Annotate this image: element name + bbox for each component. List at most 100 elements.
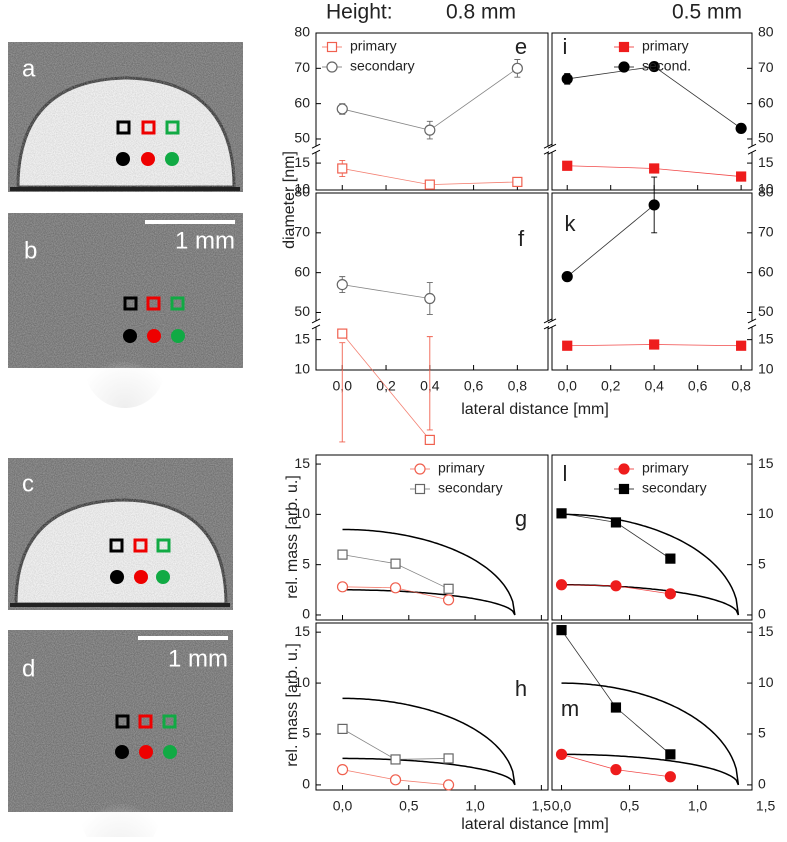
axis-break-mark	[547, 149, 557, 155]
legend-marker	[618, 463, 630, 475]
point	[337, 549, 348, 560]
point	[424, 434, 435, 446]
y-tick-label: 15	[758, 154, 774, 170]
scale-bar-label: 1 mm	[168, 645, 228, 672]
model-curve	[561, 753, 740, 786]
point	[511, 62, 523, 74]
panel-label: k	[565, 211, 577, 236]
legend-label: second.	[642, 58, 691, 74]
y-tick-label: 10	[758, 505, 774, 521]
x-tick-label: 0,8	[508, 378, 528, 394]
x-tick-label: 1,5	[756, 798, 776, 814]
y-tick-label: 60	[294, 263, 310, 279]
point	[664, 771, 676, 783]
series-line	[566, 204, 655, 277]
y-tick-label: 15	[758, 455, 774, 471]
axis-break-mark	[311, 149, 321, 155]
y-tick-label: 5	[758, 725, 766, 741]
plot-frame	[315, 622, 549, 791]
image-label: c	[22, 470, 34, 497]
axis-break-mark	[747, 149, 757, 155]
y-axis-label: rel. mass [arb. u.]	[284, 475, 301, 599]
x-axis-label: lateral distance [mm]	[461, 816, 609, 833]
x-tick-label: 0,5	[399, 798, 419, 814]
model-curve	[342, 528, 516, 616]
y-tick-label: 10	[758, 674, 774, 690]
y-tick-label: 70	[294, 224, 310, 240]
point	[561, 73, 573, 85]
point	[424, 124, 436, 136]
y-tick-label: 0	[302, 606, 310, 622]
x-tick-label: 0,4	[644, 378, 664, 394]
point	[610, 702, 622, 713]
y-tick-label: 60	[758, 94, 774, 110]
panel-label: l	[563, 461, 568, 486]
scale-bar-label: 1 mm	[175, 227, 235, 254]
y-tick-label: 0	[758, 606, 766, 622]
x-tick-label: 0,0	[552, 798, 572, 814]
y-axis-label: diameter [nm]	[281, 151, 298, 249]
y-tick-label: 5	[302, 725, 310, 741]
y-tick-label: 15	[758, 330, 774, 346]
y-tick-label: 80	[294, 184, 310, 200]
legend-label: primary	[642, 38, 689, 54]
plot-frame	[551, 622, 753, 791]
plot-frame	[551, 454, 753, 621]
point	[443, 583, 454, 594]
axis-break-mark	[311, 324, 321, 330]
y-tick-label: 10	[758, 361, 774, 377]
y-tick-label: 0	[302, 776, 310, 792]
point	[648, 60, 660, 73]
axis-break-mark	[543, 318, 553, 324]
legend-marker	[618, 483, 630, 495]
point	[443, 753, 454, 764]
legend-label: primary	[438, 460, 485, 476]
y-tick-label: 5	[302, 555, 310, 571]
height-label: Height:	[326, 1, 393, 24]
y-tick-label: 15	[294, 623, 310, 639]
legend-label: secondary	[350, 58, 415, 74]
series-line	[341, 333, 431, 441]
axis-break-mark	[547, 318, 557, 324]
image-c: c	[8, 458, 233, 610]
point	[389, 582, 402, 594]
axis-break	[549, 146, 755, 153]
panel-label: h	[515, 676, 527, 701]
x-tick-label: 0,0	[557, 378, 577, 394]
x-tick-label: 0,6	[464, 378, 484, 394]
point	[555, 579, 568, 591]
x-tick-label: 0,8	[731, 378, 751, 394]
model-curve	[561, 584, 740, 616]
point	[648, 199, 660, 211]
point	[735, 122, 747, 134]
plot-frame	[551, 192, 753, 371]
x-tick-label: 1,5	[532, 798, 552, 814]
y-tick-label: 80	[758, 184, 774, 200]
point	[610, 764, 622, 776]
point	[424, 179, 435, 190]
point	[649, 163, 660, 174]
point	[390, 754, 401, 765]
image-d: 1 mm d	[8, 630, 233, 842]
x-tick-label: 0,2	[601, 378, 621, 394]
legend-marker	[326, 41, 338, 53]
point	[336, 278, 348, 291]
panel-label: e	[515, 34, 527, 59]
series-line	[567, 66, 742, 129]
x-tick-label: 0,6	[688, 378, 708, 394]
y-tick-label: 15	[294, 330, 310, 346]
axis-break-mark	[547, 143, 557, 149]
error-bar	[339, 342, 346, 443]
x-axis-label: lateral distance [mm]	[461, 401, 609, 418]
legend-marker	[618, 61, 630, 73]
point	[442, 594, 455, 606]
point	[610, 580, 622, 592]
y-tick-label: 15	[758, 623, 774, 639]
panel-label: f	[518, 226, 525, 251]
y-tick-label: 50	[758, 130, 774, 146]
point	[555, 748, 568, 760]
model-curve	[342, 589, 516, 616]
model-curve	[342, 757, 516, 786]
